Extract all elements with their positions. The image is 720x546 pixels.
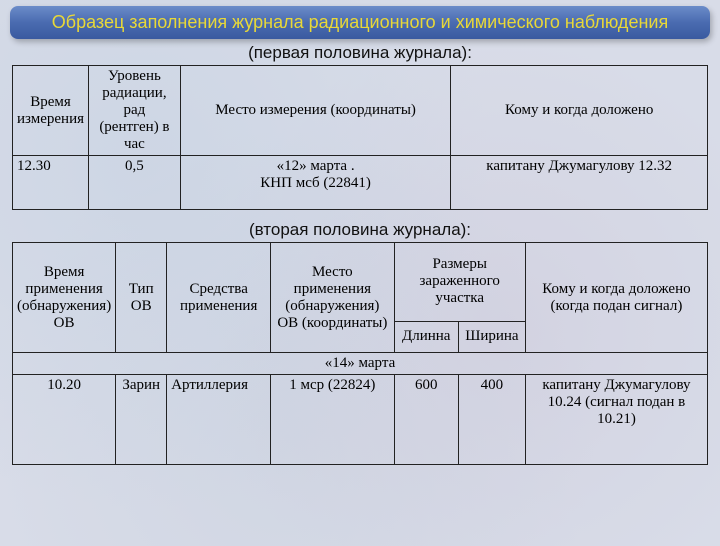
date-row: «14» марта — [13, 353, 708, 375]
col-header: Уровень радиации, рад (рентген) в час — [89, 66, 181, 156]
col-header: Размеры зараженного участка — [394, 243, 525, 322]
col-subheader: Ширина — [458, 321, 525, 352]
table-row: Время измерения Уровень радиации, рад (р… — [13, 66, 708, 156]
title-bar: Образец заполнения журнала радиационного… — [10, 6, 710, 39]
cell: 10.20 — [13, 375, 116, 465]
cell: 1 мср (22824) — [271, 375, 394, 465]
cell: 400 — [458, 375, 525, 465]
cell: 600 — [394, 375, 458, 465]
col-header: Время измерения — [13, 66, 89, 156]
cell: капитану Джумагулову 12.32 — [451, 156, 708, 210]
title-text: Образец заполнения журнала радиационного… — [52, 12, 668, 32]
col-header: Место измерения (координаты) — [180, 66, 451, 156]
subhead-2: (вторая половина журнала): — [0, 220, 720, 240]
subhead-1: (первая половина журнала): — [0, 43, 720, 63]
table-row: «14» марта — [13, 353, 708, 375]
col-header: Тип ОВ — [116, 243, 167, 353]
cell: Зарин — [116, 375, 167, 465]
cell: «12» марта . КНП мсб (22841) — [180, 156, 451, 210]
table-2: Время применения (обнаружения) ОВ Тип ОВ… — [12, 242, 708, 465]
col-header: Место применения (обнаружения) ОВ (коорд… — [271, 243, 394, 353]
col-header: Время применения (обнаружения) ОВ — [13, 243, 116, 353]
table-row: 12.30 0,5 «12» марта . КНП мсб (22841) к… — [13, 156, 708, 210]
table-row: Время применения (обнаружения) ОВ Тип ОВ… — [13, 243, 708, 322]
cell: 12.30 — [13, 156, 89, 210]
cell: 0,5 — [89, 156, 181, 210]
table-row: 10.20 Зарин Артиллерия 1 мср (22824) 600… — [13, 375, 708, 465]
col-header: Кому и когда доложено — [451, 66, 708, 156]
col-subheader: Длинна — [394, 321, 458, 352]
cell: капитану Джумагулову 10.24 (сигнал подан… — [525, 375, 707, 465]
cell: Артиллерия — [167, 375, 271, 465]
table-1: Время измерения Уровень радиации, рад (р… — [12, 65, 708, 210]
col-header: Кому и когда доложено (когда подан сигна… — [525, 243, 707, 353]
col-header: Средства применения — [167, 243, 271, 353]
cell-line: «12» марта . КНП мсб (22841) — [260, 158, 371, 191]
